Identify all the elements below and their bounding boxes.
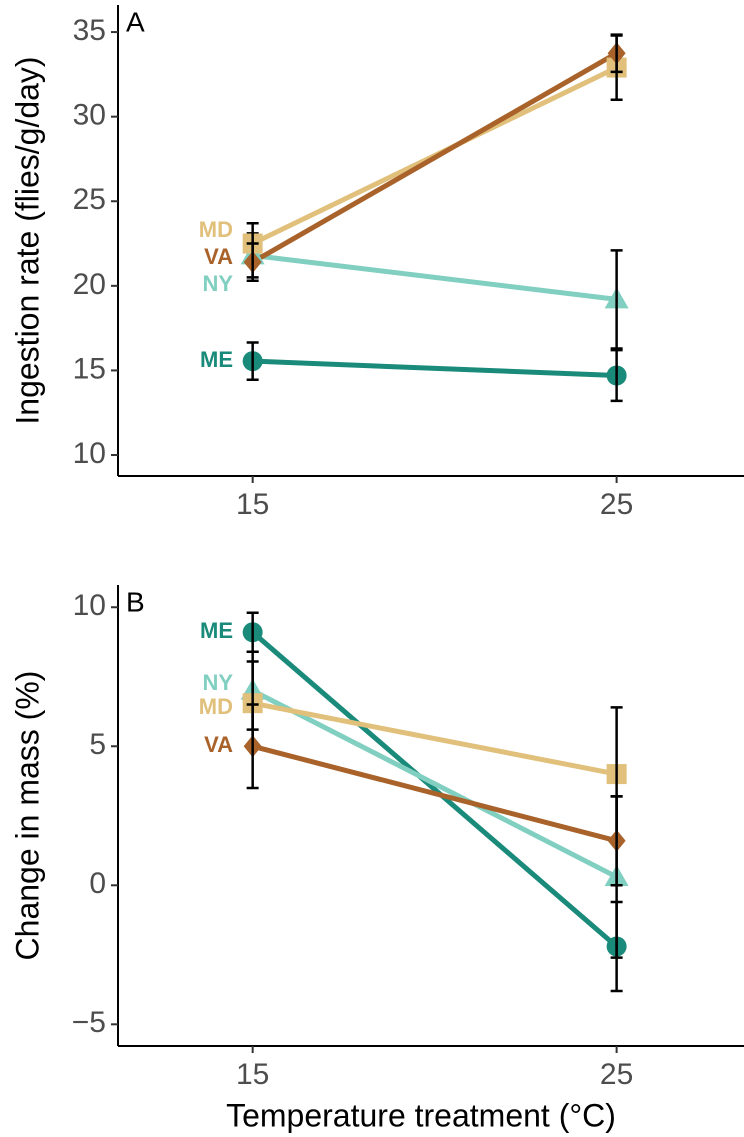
y-tick-label: 25 (73, 183, 106, 216)
series-line (252, 358, 617, 379)
series-label: NY (202, 670, 233, 695)
series-label: ME (200, 618, 233, 643)
error-bar (610, 249, 623, 350)
series-label: MD (199, 694, 233, 719)
series-label: ME (200, 347, 233, 372)
error-bar (246, 341, 259, 381)
y-tick-label: 10 (73, 437, 106, 470)
panel-label: B (126, 586, 145, 617)
error-bar (610, 348, 623, 403)
y-tick-label: −5 (72, 1006, 106, 1039)
panel-label: A (126, 6, 145, 37)
error-bar (610, 795, 623, 887)
x-axis-title: Temperature treatment (°C) (226, 1097, 616, 1133)
y-tick-label: 30 (73, 99, 106, 132)
y-tick-label: 5 (89, 728, 106, 761)
x-tick-label: 25 (600, 488, 633, 521)
series-line (252, 743, 618, 844)
series-label: VA (204, 244, 233, 269)
error-bar (246, 242, 259, 283)
series-line (252, 252, 617, 302)
y-tick-label: 0 (89, 867, 106, 900)
error-bar (610, 33, 623, 74)
series-line (251, 688, 618, 880)
x-tick-label: 15 (236, 488, 269, 521)
y-tick-label: 35 (73, 14, 106, 47)
y-tick-label: 10 (73, 589, 106, 622)
series-line (252, 700, 618, 777)
y-tick-label: 20 (73, 268, 106, 301)
series-line (251, 51, 618, 265)
series-label: MD (199, 217, 233, 242)
error-bar (246, 703, 259, 790)
y-axis-title: Ingestion rate (flies/g/day) (9, 56, 45, 424)
series-label: NY (202, 271, 233, 296)
x-tick-label: 15 (236, 1058, 269, 1091)
series-line (251, 630, 619, 949)
x-tick-label: 25 (600, 1058, 633, 1091)
y-axis-title: Change in mass (%) (9, 671, 45, 961)
y-tick-label: 15 (73, 352, 106, 385)
series-label: VA (204, 732, 233, 757)
